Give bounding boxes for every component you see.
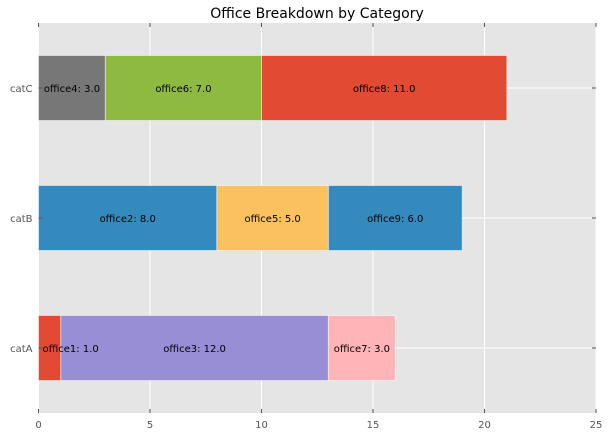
x-tick-label: 20 xyxy=(478,420,491,431)
y-tick-label: catB xyxy=(10,214,33,225)
bar-office4 xyxy=(38,55,106,121)
x-tick-label: 25 xyxy=(590,420,603,431)
data-label-office5: office5: 5.0 xyxy=(245,214,301,225)
data-label-office1: office1: 1.0 xyxy=(43,344,99,355)
data-label-office4: office4: 3.0 xyxy=(44,84,100,95)
x-tick-label: 10 xyxy=(255,420,268,431)
chart-title: Office Breakdown by Category xyxy=(210,6,423,22)
bar-office7 xyxy=(327,315,396,381)
y-tick-label: catA xyxy=(10,344,33,355)
bar-office3 xyxy=(60,315,329,381)
bar-office9 xyxy=(327,185,463,251)
data-label-office3: office3: 12.0 xyxy=(163,344,226,355)
x-tick-label: 15 xyxy=(367,420,380,431)
data-label-office7: office7: 3.0 xyxy=(334,344,390,355)
data-label-office9: office9: 6.0 xyxy=(367,214,423,225)
bar-office8 xyxy=(261,55,508,121)
bar-office6 xyxy=(104,55,263,121)
data-label-office6: office6: 7.0 xyxy=(155,84,211,95)
x-tick-label: 5 xyxy=(147,420,153,431)
y-tick-label: catC xyxy=(10,84,33,95)
bar-office2 xyxy=(38,185,218,251)
bar-office5 xyxy=(216,185,329,251)
data-label-office8: office8: 11.0 xyxy=(353,84,416,95)
x-tick-label: 0 xyxy=(35,420,41,431)
data-label-office2: office2: 8.0 xyxy=(100,214,156,225)
